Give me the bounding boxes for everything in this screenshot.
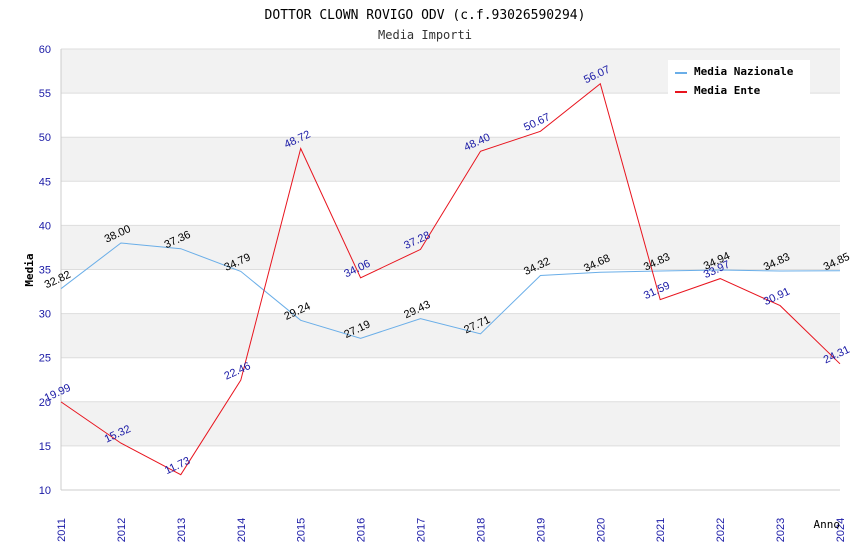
y-tick-label: 10 [39, 485, 51, 497]
series-line-nazionale [60, 242, 841, 339]
y-tick-label: 55 [39, 88, 51, 100]
y-tick-label: 25 [39, 353, 51, 365]
chart-subtitle: Media Importi [378, 28, 472, 42]
x-tick-label: 2024 [835, 518, 847, 542]
plot-band [61, 357, 840, 402]
chart-title: DOTTOR CLOWN ROVIGO ODV (c.f.93026590294… [265, 8, 586, 23]
grid-lines [60, 48, 840, 491]
legend-label-ente: Media Ente [694, 84, 761, 97]
plot-band [61, 401, 840, 446]
plot-band [61, 181, 840, 226]
x-tick-label: 2015 [296, 518, 308, 542]
y-tick-label: 60 [39, 44, 51, 56]
x-tick-label: 2018 [475, 518, 487, 542]
y-tick-label: 35 [39, 265, 51, 277]
plot-band [61, 313, 840, 358]
x-axis-label: Anno [814, 518, 841, 531]
x-tick-label: 2014 [236, 518, 248, 542]
x-tick-label: 2022 [715, 518, 727, 542]
legend: Media Nazionale Media Ente [668, 60, 810, 98]
plot-band [61, 137, 840, 182]
legend-label-nazionale: Media Nazionale [694, 65, 794, 78]
plot-band [61, 269, 840, 314]
y-axis-ticks: 10 15 20 25 30 35 40 45 50 55 60 [39, 44, 51, 497]
y-tick-label: 30 [39, 309, 51, 321]
x-axis-ticks: 2011 2012 2013 2014 2015 2016 2017 2018 2019 2020… [56, 518, 847, 542]
legend-box [668, 60, 810, 98]
plot-band [61, 225, 840, 270]
y-axis-label: Media [23, 253, 36, 286]
y-tick-label: 45 [39, 176, 51, 188]
x-tick-label: 2019 [535, 518, 547, 542]
x-tick-label: 2016 [356, 518, 368, 542]
y-tick-label: 15 [39, 441, 51, 453]
x-tick-label: 2011 [56, 518, 68, 542]
x-tick-label: 2020 [595, 518, 607, 542]
x-tick-label: 2012 [116, 518, 128, 542]
series-line-ente [60, 82, 841, 476]
y-tick-label: 50 [39, 132, 51, 144]
series-lines [60, 82, 841, 476]
x-tick-label: 2023 [775, 518, 787, 542]
x-tick-label: 2013 [176, 518, 188, 542]
plot-band [61, 93, 840, 138]
x-tick-label: 2017 [416, 518, 428, 542]
y-tick-label: 40 [39, 220, 51, 232]
plot-band [61, 445, 840, 490]
y-tick-label: 20 [39, 397, 51, 409]
plot-bands [61, 49, 840, 490]
x-tick-label: 2021 [655, 518, 667, 542]
